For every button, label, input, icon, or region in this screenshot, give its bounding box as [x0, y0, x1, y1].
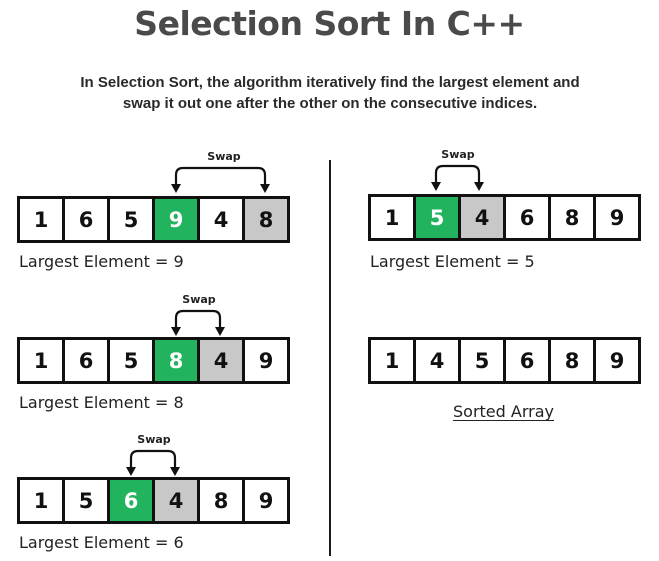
swap-arrow-step-1: Swap: [171, 150, 270, 193]
array-cell: 6: [62, 340, 107, 381]
array-cell-swap-target: 8: [242, 199, 287, 240]
array-cell-swap-target: 4: [152, 480, 197, 521]
column-divider: [329, 160, 331, 556]
array-sorted: 1 4 5 6 8 9: [368, 337, 641, 384]
array-cell-largest: 8: [152, 340, 197, 381]
array-cell: 5: [107, 340, 152, 381]
array-cell: 1: [384, 348, 400, 373]
caption-step-2: Largest Element = 8: [19, 393, 184, 412]
array-cell: 1: [33, 488, 49, 513]
array-step-1: 1 6 5 9 4 8: [17, 196, 290, 243]
description-line-2: swap it out one after the other on the c…: [122, 95, 538, 112]
array-cell: 1: [384, 205, 400, 230]
array-cell: 6: [503, 197, 548, 238]
caption-sorted-array: Sorted Array: [453, 402, 554, 421]
array-step-2: 1 6 5 8 4 9: [17, 337, 290, 384]
diagram-description: In Selection Sort, the algorithm iterati…: [30, 72, 630, 114]
array-cell: 1: [33, 348, 49, 373]
array-cell: 8: [548, 197, 593, 238]
array-cell-largest: 9: [152, 199, 197, 240]
array-cell: 5: [62, 480, 107, 521]
caption-step-1: Largest Element = 9: [19, 252, 184, 271]
array-cell-swap-target: 4: [197, 340, 242, 381]
array-cell: 5: [107, 199, 152, 240]
swap-arrow-step-4: Swap: [431, 148, 484, 191]
swap-label: Swap: [137, 433, 171, 446]
array-cell: 9: [593, 340, 638, 381]
array-cell: 8: [197, 480, 242, 521]
swap-label: Swap: [207, 150, 241, 163]
array-cell-swap-target: 4: [458, 197, 503, 238]
array-cell: 1: [33, 207, 49, 232]
array-cell: 8: [548, 340, 593, 381]
array-cell: 9: [242, 340, 287, 381]
array-cell: 9: [593, 197, 638, 238]
array-cell-largest: 6: [107, 480, 152, 521]
array-step-3: 1 5 6 4 8 9: [17, 477, 290, 524]
array-cell: 4: [197, 199, 242, 240]
array-cell: 9: [242, 480, 287, 521]
diagram-title: Selection Sort In C++: [134, 4, 525, 43]
caption-step-4: Largest Element = 5: [370, 252, 535, 271]
array-cell: 5: [458, 340, 503, 381]
array-cell: 4: [413, 340, 458, 381]
array-cell-largest: 5: [413, 197, 458, 238]
caption-step-3: Largest Element = 6: [19, 533, 184, 552]
array-step-4: 1 5 4 6 8 9: [368, 194, 641, 241]
swap-label: Swap: [441, 148, 475, 161]
swap-arrow-step-2: Swap: [171, 293, 225, 336]
array-cell: 6: [503, 340, 548, 381]
array-cell: 6: [62, 199, 107, 240]
swap-arrow-step-3: Swap: [126, 433, 180, 476]
swap-label: Swap: [182, 293, 216, 306]
description-line-1: In Selection Sort, the algorithm iterati…: [80, 74, 580, 91]
